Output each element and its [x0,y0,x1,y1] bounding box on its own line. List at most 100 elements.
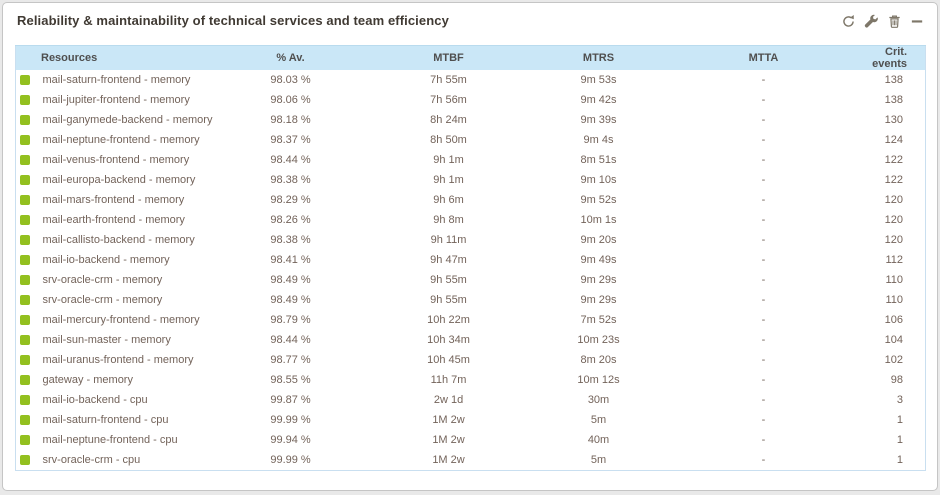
mtrs-cell: 10m 1s [580,214,617,226]
mtbf-cell: 9h 1m [433,174,464,186]
mtta-cell: - [761,454,766,466]
crit-events-cell: 130 [884,114,904,126]
availability-cell: 98.41 % [270,254,311,266]
mtbf-cell: 7h 56m [430,94,467,106]
availability-cell: 98.29 % [270,194,311,206]
table-row[interactable]: mail-callisto-backend - memory 98.38 % 9… [16,230,926,250]
crit-events-cell: 1 [896,414,904,426]
table-row[interactable]: mail-io-backend - memory 98.41 % 9h 47m … [16,250,926,270]
column-header-mtta[interactable]: MTTA [663,45,864,70]
crit-events-cell: 3 [896,394,904,406]
mtrs-cell: 40m [587,434,610,446]
status-cell [16,230,42,250]
mtta-cell: - [761,174,766,186]
mtrs-cell: 7m 52s [580,314,617,326]
resource-cell: mail-mars-frontend - memory [42,194,185,206]
resource-cell: mail-venus-frontend - memory [42,154,190,166]
status-cell [16,90,42,110]
status-up-icon [20,455,30,466]
mtta-cell: - [761,374,766,386]
status-up-icon [20,375,30,386]
settings-button[interactable] [864,14,879,29]
resource-cell: mail-callisto-backend - memory [42,234,195,246]
table-row[interactable]: mail-neptune-frontend - memory 98.37 % 8… [16,130,926,150]
column-header-crit-events[interactable]: Crit. events [863,45,926,70]
status-cell [16,310,42,330]
table-row[interactable]: mail-mars-frontend - memory 98.29 % 9h 6… [16,190,926,210]
mtrs-cell: 9m 29s [580,294,617,306]
mtbf-cell: 9h 11m [430,234,467,246]
panel-toolbar [841,13,925,29]
minus-icon [911,20,923,23]
table-row[interactable]: mail-earth-frontend - memory 98.26 % 9h … [16,210,926,230]
status-cell [16,270,42,290]
status-up-icon [20,335,30,346]
refresh-button[interactable] [841,14,856,29]
table-row[interactable]: mail-venus-frontend - memory 98.44 % 9h … [16,150,926,170]
table-body: mail-saturn-frontend - memory 98.03 % 7h… [16,70,926,471]
status-cell [16,70,42,90]
mtbf-cell: 10h 34m [427,334,470,346]
crit-events-cell: 104 [884,334,904,346]
table-row[interactable]: mail-mercury-frontend - memory 98.79 % 1… [16,310,926,330]
resource-cell: mail-uranus-frontend - memory [42,354,194,366]
mtbf-cell: 10h 22m [427,314,470,326]
status-up-icon [20,75,30,86]
minimize-button[interactable] [910,14,925,29]
mtta-cell: - [761,254,766,266]
column-header-resources[interactable]: Resources [15,45,218,70]
mtrs-cell: 9m 29s [580,274,617,286]
mtta-cell: - [761,194,766,206]
mtrs-cell: 9m 10s [580,174,617,186]
mtta-cell: - [761,314,766,326]
table-row[interactable]: gateway - memory 98.55 % 11h 7m 10m 12s … [16,370,926,390]
resource-cell: mail-jupiter-frontend - memory [42,94,190,106]
table-row[interactable]: mail-saturn-frontend - cpu 99.99 % 1M 2w… [16,410,926,430]
panel-title-bar: Reliability & maintainability of technic… [3,3,937,43]
mtbf-cell: 9h 8m [433,214,464,226]
table-row[interactable]: srv-oracle-crm - memory 98.49 % 9h 55m 9… [16,270,926,290]
status-up-icon [20,115,30,126]
table-row[interactable]: mail-jupiter-frontend - memory 98.06 % 7… [16,90,926,110]
status-cell [16,410,42,430]
resource-cell: mail-neptune-frontend - cpu [42,434,178,446]
table-row[interactable]: mail-io-backend - cpu 99.87 % 2w 1d 30m … [16,390,926,410]
status-cell [16,250,42,270]
column-header-availability[interactable]: % Av. [217,45,364,70]
table-row[interactable]: mail-saturn-frontend - memory 98.03 % 7h… [16,70,926,90]
mtbf-cell: 1M 2w [432,414,465,426]
resource-cell: srv-oracle-crm - cpu [42,454,141,466]
crit-events-cell: 122 [884,174,904,186]
resource-cell: srv-oracle-crm - memory [42,274,163,286]
column-header-mtrs[interactable]: MTRS [533,45,664,70]
table-row[interactable]: mail-neptune-frontend - cpu 99.94 % 1M 2… [16,430,926,450]
status-up-icon [20,295,30,306]
table-row[interactable]: mail-sun-master - memory 98.44 % 10h 34m… [16,330,926,350]
mtbf-cell: 9h 55m [430,274,467,286]
status-cell [16,130,42,150]
mtbf-cell: 1M 2w [432,454,465,466]
crit-events-cell: 138 [884,74,904,86]
status-up-icon [20,95,30,106]
mtbf-cell: 9h 55m [430,294,467,306]
column-header-mtbf[interactable]: MTBF [363,45,534,70]
table-row[interactable]: mail-ganymede-backend - memory 98.18 % 8… [16,110,926,130]
table-row[interactable]: srv-oracle-crm - memory 98.49 % 9h 55m 9… [16,290,926,310]
table-row[interactable]: mail-uranus-frontend - memory 98.77 % 10… [16,350,926,370]
table-row[interactable]: srv-oracle-crm - cpu 99.99 % 1M 2w 5m - … [16,450,926,471]
mtbf-cell: 11h 7m [430,374,467,386]
crit-events-cell: 102 [884,354,904,366]
status-up-icon [20,275,30,286]
resource-cell: srv-oracle-crm - memory [42,294,163,306]
mtbf-cell: 9h 1m [433,154,464,166]
status-up-icon [20,355,30,366]
resource-cell: mail-europa-backend - memory [42,174,196,186]
mtbf-cell: 2w 1d [433,394,464,406]
mtrs-cell: 8m 20s [580,354,617,366]
availability-cell: 99.87 % [270,394,311,406]
delete-button[interactable] [887,14,902,29]
availability-cell: 98.38 % [270,234,311,246]
table-row[interactable]: mail-europa-backend - memory 98.38 % 9h … [16,170,926,190]
availability-cell: 98.26 % [270,214,311,226]
mtta-cell: - [761,294,766,306]
